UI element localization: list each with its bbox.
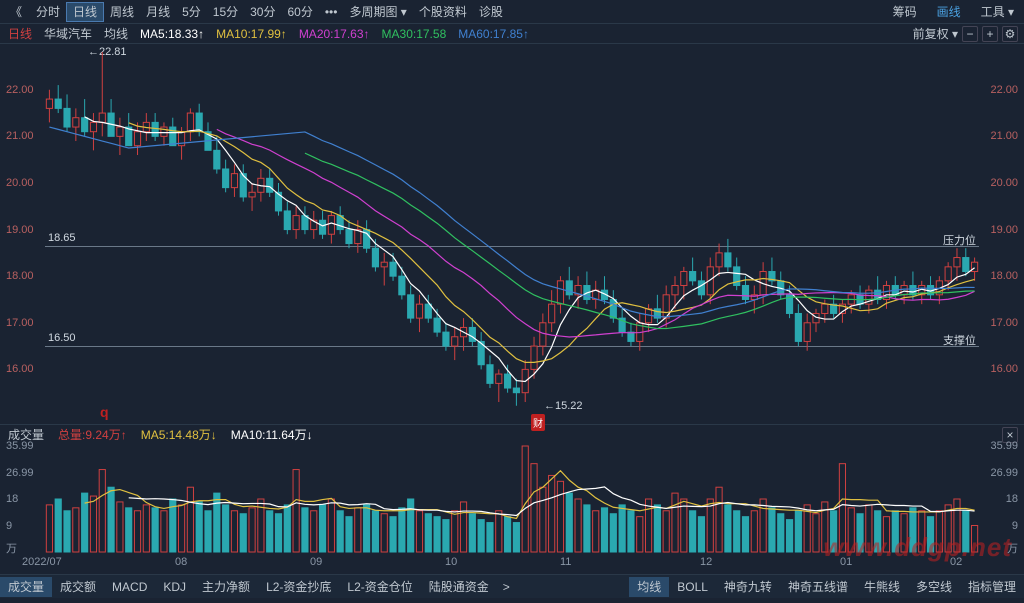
time-tick: 11 — [560, 556, 571, 568]
fq-select[interactable]: 前复权 ▾ — [913, 25, 958, 42]
timeframe-btn[interactable]: 周线 — [104, 3, 140, 21]
overlay-tab[interactable]: BOLL — [669, 577, 716, 597]
tool-btn[interactable]: 筹码 — [887, 1, 923, 22]
indicator-tab[interactable]: 成交额 — [52, 577, 104, 597]
bottom-tabs: 成交量成交额MACDKDJ主力净额L2-资金抄底L2-资金仓位陆股通资金 > 均… — [0, 574, 1024, 598]
timeframe-btn[interactable]: ••• — [319, 3, 344, 21]
ma-item: MA5:18.33↑ — [140, 27, 204, 41]
indicator-tab[interactable]: KDJ — [155, 577, 194, 597]
timeframe-btn[interactable]: 个股资料 — [413, 3, 473, 21]
timeframe-btn[interactable]: 60分 — [281, 3, 318, 21]
vol-ma10: MA10:11.64万↓ — [231, 426, 313, 443]
top-toolbar: 《 分时日线周线月线5分15分30分60分•••多周期图 ▾个股资料诊股 筹码画… — [0, 0, 1024, 24]
ma-label: 均线 — [104, 25, 128, 42]
zoom-in-icon[interactable]: + — [982, 26, 998, 42]
timeframe-btn[interactable]: 分时 — [30, 3, 66, 21]
time-tick: 2022/07 — [22, 556, 62, 568]
tool-btn[interactable]: 工具 ▾ — [975, 1, 1020, 22]
indicator-tab[interactable]: 陆股通资金 — [421, 577, 497, 597]
indicator-tab[interactable]: L2-资金仓位 — [339, 577, 420, 597]
kline-tag: 日线 — [8, 25, 32, 42]
back-btn[interactable]: 《 — [4, 1, 28, 22]
overlay-tab[interactable]: 多空线 — [908, 577, 960, 597]
time-tick: 10 — [445, 556, 457, 568]
tabs-more-icon[interactable]: > — [497, 580, 516, 594]
zoom-out-icon[interactable]: − — [962, 26, 978, 42]
timeframe-btn[interactable]: 多周期图 ▾ — [343, 3, 412, 21]
timeframe-btn[interactable]: 5分 — [176, 3, 207, 21]
overlay-tab[interactable]: 指标管理 — [960, 577, 1024, 597]
indicator-tab[interactable]: L2-资金抄底 — [258, 577, 339, 597]
overlay-tab[interactable]: 神奇五线谱 — [780, 577, 856, 597]
indicator-tab[interactable]: MACD — [104, 577, 155, 597]
volume-legend-bar: 成交量 总量:9.24万↑ MA5:14.48万↓ MA10:11.64万↓ × — [0, 424, 1024, 444]
timeframe-btn[interactable]: 30分 — [244, 3, 281, 21]
vol-ma5: MA5:14.48万↓ — [141, 426, 217, 443]
indicator-tab[interactable]: 成交量 — [0, 577, 52, 597]
ma-item: MA60:17.85↑ — [458, 27, 529, 41]
tool-btn[interactable]: 画线 — [931, 1, 967, 22]
ma-item: MA10:17.99↑ — [216, 27, 287, 41]
overlay-tab[interactable]: 神奇九转 — [716, 577, 780, 597]
watermark: www.ddgp.net — [823, 532, 1012, 563]
time-tick: 12 — [700, 556, 712, 568]
timeframe-btn[interactable]: 月线 — [140, 3, 176, 21]
timeframe-btn[interactable]: 诊股 — [473, 3, 509, 21]
time-tick: 09 — [310, 556, 322, 568]
ma-legend-bar: 日线 华域汽车 均线 MA5:18.33↑ MA10:17.99↑ MA20:17.… — [0, 24, 1024, 44]
stock-name: 华域汽车 — [44, 25, 92, 42]
indicator-tab[interactable]: 主力净额 — [194, 577, 258, 597]
timeframe-btn[interactable]: 15分 — [207, 3, 244, 21]
overlay-tab[interactable]: 均线 — [629, 577, 669, 597]
main-chart[interactable]: 16.0016.0017.0017.0018.0018.0019.0019.00… — [0, 44, 1024, 424]
ma-item: MA20:17.63↑ — [299, 27, 370, 41]
timeframe-btn[interactable]: 日线 — [66, 2, 104, 22]
settings-icon[interactable]: ⚙ — [1002, 26, 1018, 42]
overlay-tab[interactable]: 牛熊线 — [856, 577, 908, 597]
time-tick: 08 — [175, 556, 187, 568]
vol-total: 总量:9.24万↑ — [58, 426, 127, 443]
ma-item: MA30:17.58 — [382, 27, 447, 41]
